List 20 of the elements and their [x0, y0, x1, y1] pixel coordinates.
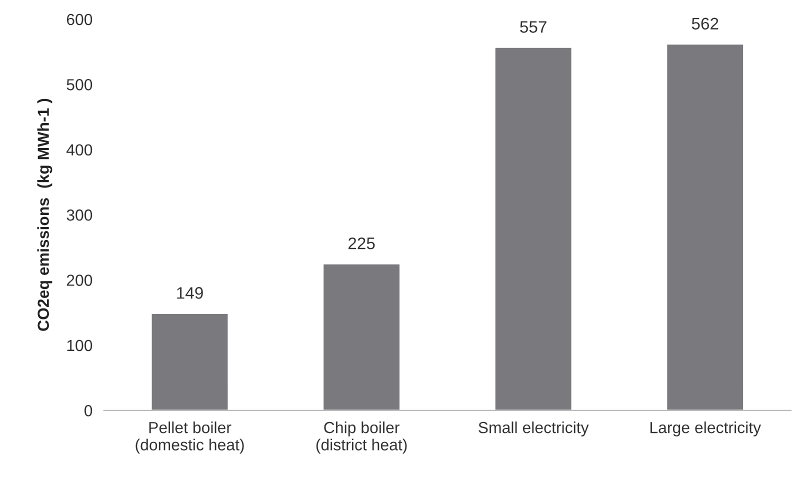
y-tick-label: 200: [66, 274, 92, 286]
y-tick-label: 600: [66, 14, 92, 26]
y-axis-title: CO2eq emissions (kg MWh-1 ): [37, 98, 52, 331]
data-label: 562: [692, 18, 718, 30]
data-label: 225: [348, 237, 375, 250]
x-tick-label: Large electricity: [650, 422, 762, 436]
y-tick-label: 500: [66, 79, 92, 90]
x-tick-label: Chip boiler (district heat): [316, 422, 407, 454]
y-tick-label: 100: [67, 340, 92, 352]
x-tick-label: Small electricity: [478, 422, 589, 436]
y-tick-label: 400: [66, 144, 92, 156]
y-tick-label: 300: [66, 209, 92, 221]
x-tick-label: Pellet boiler (domestic heat): [136, 422, 244, 454]
data-label: 557: [520, 21, 546, 33]
bar: [150, 312, 230, 410]
data-label: 149: [177, 287, 203, 299]
bar: [322, 263, 401, 410]
bar: [494, 46, 573, 410]
bar: [666, 43, 744, 410]
y-tick-label: 0: [84, 405, 92, 416]
